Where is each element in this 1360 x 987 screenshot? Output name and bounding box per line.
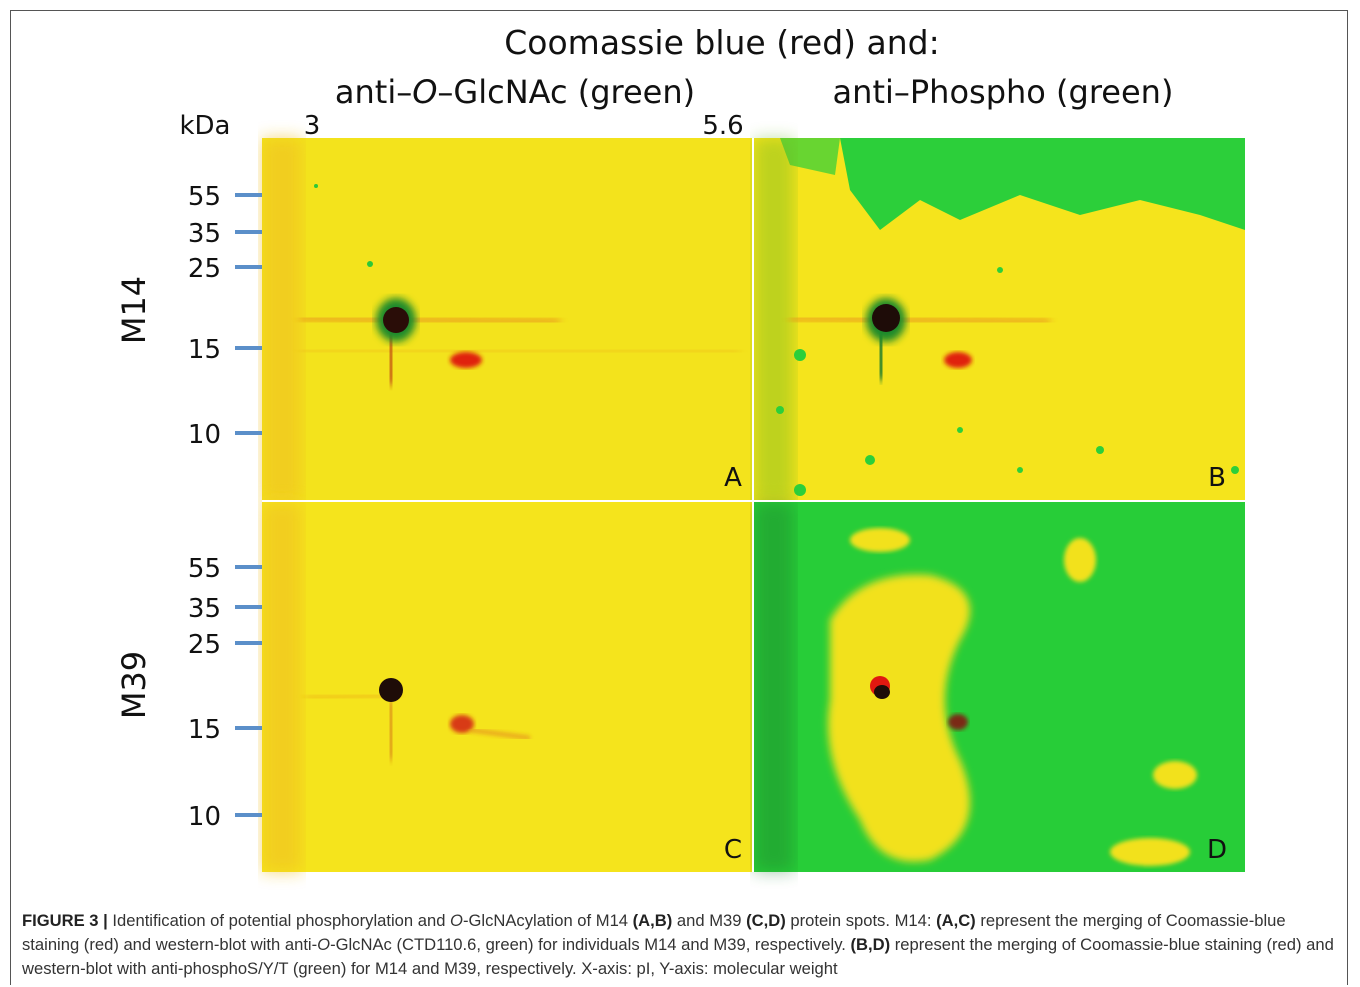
marker-label: 55 (188, 554, 221, 584)
caption-segment: (A,C) (936, 911, 976, 930)
caption-segment: Identification of potential phosphorylat… (107, 911, 451, 930)
panel-letter: A (724, 463, 742, 493)
caption-segment: represent the merging of Coomassie-blue … (22, 935, 1334, 978)
figure-caption: FIGURE 3 | Identification of potential p… (22, 909, 1334, 981)
figure-frame (10, 10, 1348, 985)
panel-letter: D (1207, 835, 1227, 865)
row-label: M39 (115, 651, 153, 719)
caption-segment: O (450, 911, 463, 930)
marker-label: 35 (188, 219, 221, 249)
gel-panel-c (262, 502, 752, 872)
marker-label: 10 (188, 420, 221, 450)
panel-letter: C (724, 835, 742, 865)
marker-label: 15 (188, 715, 221, 745)
caption-segment: and M39 (672, 911, 747, 930)
gel-panel-d (754, 502, 1245, 872)
header-segment: anti–Phospho (green) (833, 73, 1174, 111)
caption-segment: protein spots. M14: (785, 911, 937, 930)
caption-segment: (B,D) (850, 935, 891, 954)
column-header: anti–Phospho (green) (833, 73, 1174, 111)
marker-label: 10 (188, 802, 221, 832)
caption-segment: represent the merging of Coomassie-blue … (22, 911, 1286, 954)
header-segment: O (412, 73, 437, 111)
figure: Coomassie blue (red) and: anti–O–GlcNAc … (115, 23, 1245, 872)
marker-label: 25 (188, 630, 221, 660)
caption-segment: -GlcNAcylation of M14 (462, 911, 633, 930)
panel-letter: B (1208, 463, 1226, 493)
caption-segment: (C,D) (746, 911, 786, 930)
column-header: anti–O–GlcNAc (green) (335, 73, 695, 111)
marker-label: 35 (188, 594, 221, 624)
ph-start-label: 3 (304, 111, 321, 141)
caption-segment: FIGURE 3 | (22, 911, 108, 930)
gel-panel-b (754, 138, 1245, 500)
header-segment: –GlcNAc (green) (437, 73, 695, 111)
marker-label: 15 (188, 335, 221, 365)
gel-panel-a (262, 138, 752, 500)
marker-label: 55 (188, 182, 221, 212)
row-label: M14 (115, 276, 153, 344)
marker-label: 25 (188, 254, 221, 284)
row-annotations: M14 55 35 25 15 10 A B M39 55 35 25 15 10 C D (115, 182, 1227, 865)
figure-title: Coomassie blue (red) and: (504, 23, 940, 62)
header-segment: anti– (335, 73, 412, 111)
caption-segment: -GlcNAc (CTD110.6, green) for individual… (330, 935, 851, 954)
y-unit-label: kDa (179, 111, 230, 141)
caption-segment: O (317, 935, 331, 954)
caption-segment: (A,B) (632, 911, 673, 930)
ph-end-label: 5.6 (702, 111, 743, 141)
